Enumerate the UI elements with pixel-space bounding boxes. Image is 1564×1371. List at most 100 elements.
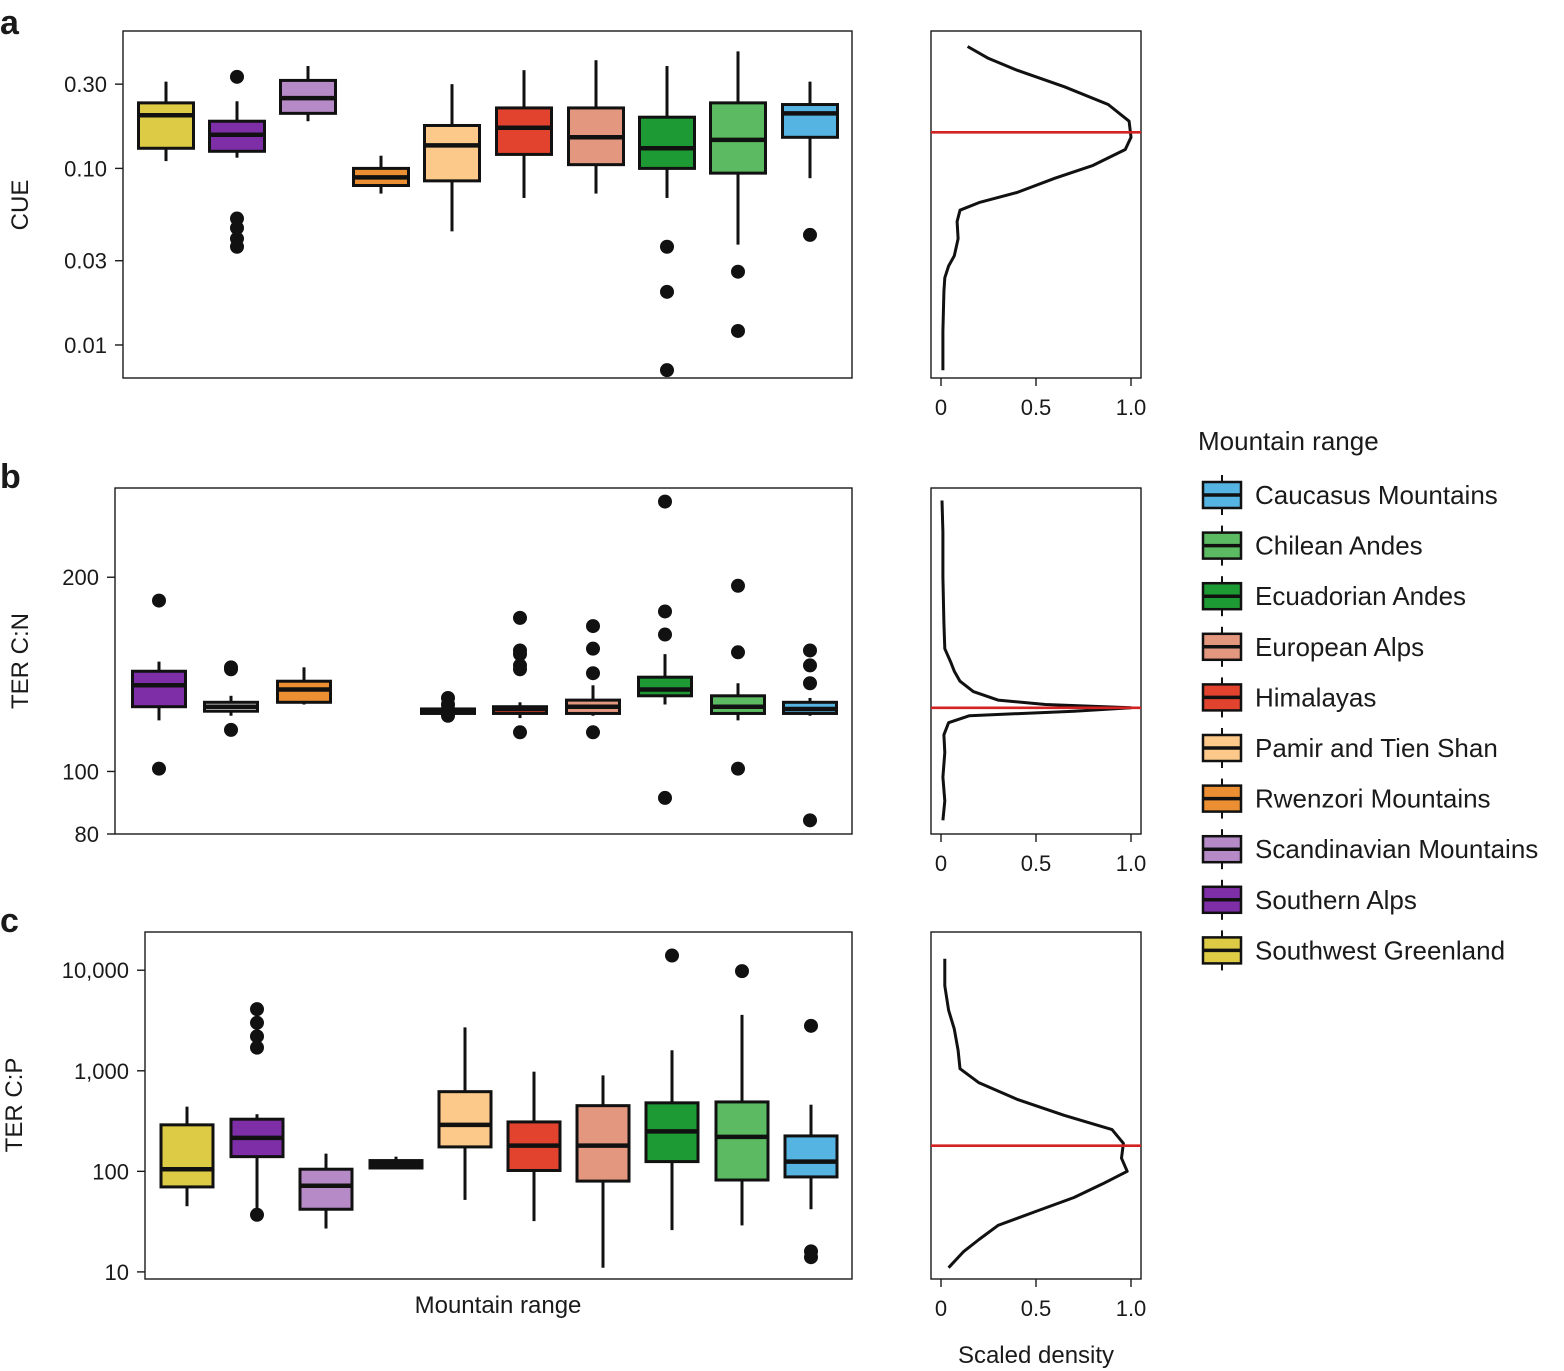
- outlier-point: [230, 220, 244, 235]
- box-b-5: [565, 619, 621, 740]
- boxplot-layer: [131, 51, 839, 1268]
- outlier-point: [731, 645, 745, 660]
- outlier-point: [152, 761, 166, 776]
- panel-b-plot-frame: [114, 487, 853, 835]
- legend-entry: Scandinavian Mountains: [1201, 829, 1538, 870]
- legend-entry: Ecuadorian Andes: [1201, 576, 1466, 617]
- legend-entry: Pamir and Tien Shan: [1201, 728, 1498, 768]
- box-iqr: [638, 115, 696, 170]
- panel-b-density-xtick-label: 0: [935, 851, 947, 876]
- box-b-8: [782, 643, 838, 828]
- density-layer: [931, 45, 1141, 1269]
- panel-b-density-frame: [930, 487, 1142, 835]
- outlier-point: [658, 604, 672, 619]
- outlier-point: [250, 1002, 264, 1017]
- outlier-point: [586, 666, 600, 681]
- legend-entry-label: Chilean Andes: [1255, 531, 1423, 561]
- panel-a-label: a: [0, 4, 20, 42]
- outlier-point: [250, 1015, 264, 1030]
- legend-entry-label: Rwenzori Mountains: [1255, 784, 1491, 814]
- box-b-6: [637, 494, 693, 805]
- box-iqr: [137, 101, 195, 150]
- box-a-4: [423, 84, 481, 232]
- box-b-1: [203, 660, 259, 737]
- box-b-2: [276, 667, 332, 705]
- legend-entry: Himalayas: [1201, 677, 1376, 718]
- panel-c-ytick-label: 1,000: [74, 1059, 129, 1084]
- panel-b-density-xtick-label: 0.5: [1021, 851, 1052, 876]
- box-c-0: [159, 1106, 215, 1207]
- box-a-2: [279, 66, 337, 122]
- box-a-6: [567, 60, 625, 194]
- box-c-3: [368, 1156, 424, 1170]
- outlier-point: [513, 647, 527, 662]
- outlier-point: [803, 676, 817, 691]
- outlier-point: [152, 593, 166, 608]
- legend-entry-label: Himalayas: [1255, 682, 1376, 712]
- panel-b-density-xtick-label: 1.0: [1116, 851, 1147, 876]
- outlier-point: [803, 658, 817, 673]
- legend-entry: Southern Alps: [1201, 879, 1417, 920]
- panel-b-ylabel: TER C:N: [7, 613, 34, 709]
- panel-b-label: b: [0, 458, 21, 496]
- panel-c-density-xtick-label: 0.5: [1021, 1296, 1052, 1321]
- box-iqr: [783, 1134, 839, 1179]
- outlier-point: [803, 813, 817, 828]
- legend-entry-label: Scandinavian Mountains: [1255, 834, 1538, 864]
- panel-c-ytick-label: 10: [105, 1260, 129, 1285]
- box-c-7: [644, 948, 700, 1231]
- outlier-point: [586, 619, 600, 634]
- panel-c-ytick-label: 10,000: [62, 958, 129, 983]
- outlier-point: [803, 643, 817, 658]
- box-iqr: [276, 679, 332, 704]
- outlier-point: [513, 610, 527, 625]
- outlier-point: [660, 284, 674, 299]
- box-a-3: [352, 155, 410, 194]
- panel-b-ytick-label: 100: [62, 759, 99, 784]
- box-iqr: [781, 103, 839, 139]
- box-c-9: [783, 1018, 839, 1265]
- outlier-point: [658, 627, 672, 642]
- legend-entry-label: Ecuadorian Andes: [1255, 581, 1466, 611]
- panel-c-plot-frame: [144, 931, 853, 1280]
- panel-c-ytick-label: 100: [92, 1159, 129, 1184]
- outlier-point: [660, 363, 674, 378]
- panel-c-density-xtick-label: 1.0: [1116, 1296, 1147, 1321]
- box-c-6: [575, 1075, 631, 1268]
- panel-a-ytick-label: 0.01: [64, 333, 107, 358]
- outlier-point: [441, 708, 455, 723]
- outlier-point: [250, 1040, 264, 1055]
- panel-a-ytick-label: 0.10: [64, 156, 107, 181]
- outlier-point: [250, 1207, 264, 1222]
- box-b-3: [420, 690, 476, 723]
- box-a-8: [709, 51, 767, 338]
- plot-frames: [114, 30, 1142, 1280]
- box-a-1: [208, 69, 266, 254]
- box-iqr: [637, 675, 693, 698]
- box-iqr: [298, 1167, 354, 1211]
- panel-a-density-frame: [930, 30, 1142, 379]
- outlier-point: [658, 790, 672, 805]
- box-a-7: [638, 66, 696, 378]
- panel-a-density-curve: [941, 45, 1133, 371]
- box-iqr: [495, 106, 553, 156]
- outlier-point: [586, 641, 600, 656]
- box-iqr: [159, 1123, 215, 1189]
- outlier-point: [731, 761, 745, 776]
- box-iqr: [714, 1100, 770, 1182]
- legend-entry-label: European Alps: [1255, 632, 1424, 662]
- panel-a-density-xtick-label: 0: [935, 395, 947, 420]
- outlier-point: [224, 722, 238, 737]
- outlier-point: [665, 948, 679, 963]
- panel-b-density-curve: [940, 500, 1133, 821]
- outlier-point: [230, 69, 244, 84]
- outlier-point: [441, 690, 455, 705]
- box-b-0: [131, 593, 187, 776]
- box-c-2: [298, 1153, 354, 1229]
- panel-a-ytick-label: 0.03: [64, 249, 107, 274]
- panel-c-density-xtick-label: 0: [935, 1296, 947, 1321]
- legend: Mountain range Caucasus Mountains Chilean…: [1198, 426, 1538, 971]
- legend-entry: Chilean Andes: [1201, 525, 1423, 566]
